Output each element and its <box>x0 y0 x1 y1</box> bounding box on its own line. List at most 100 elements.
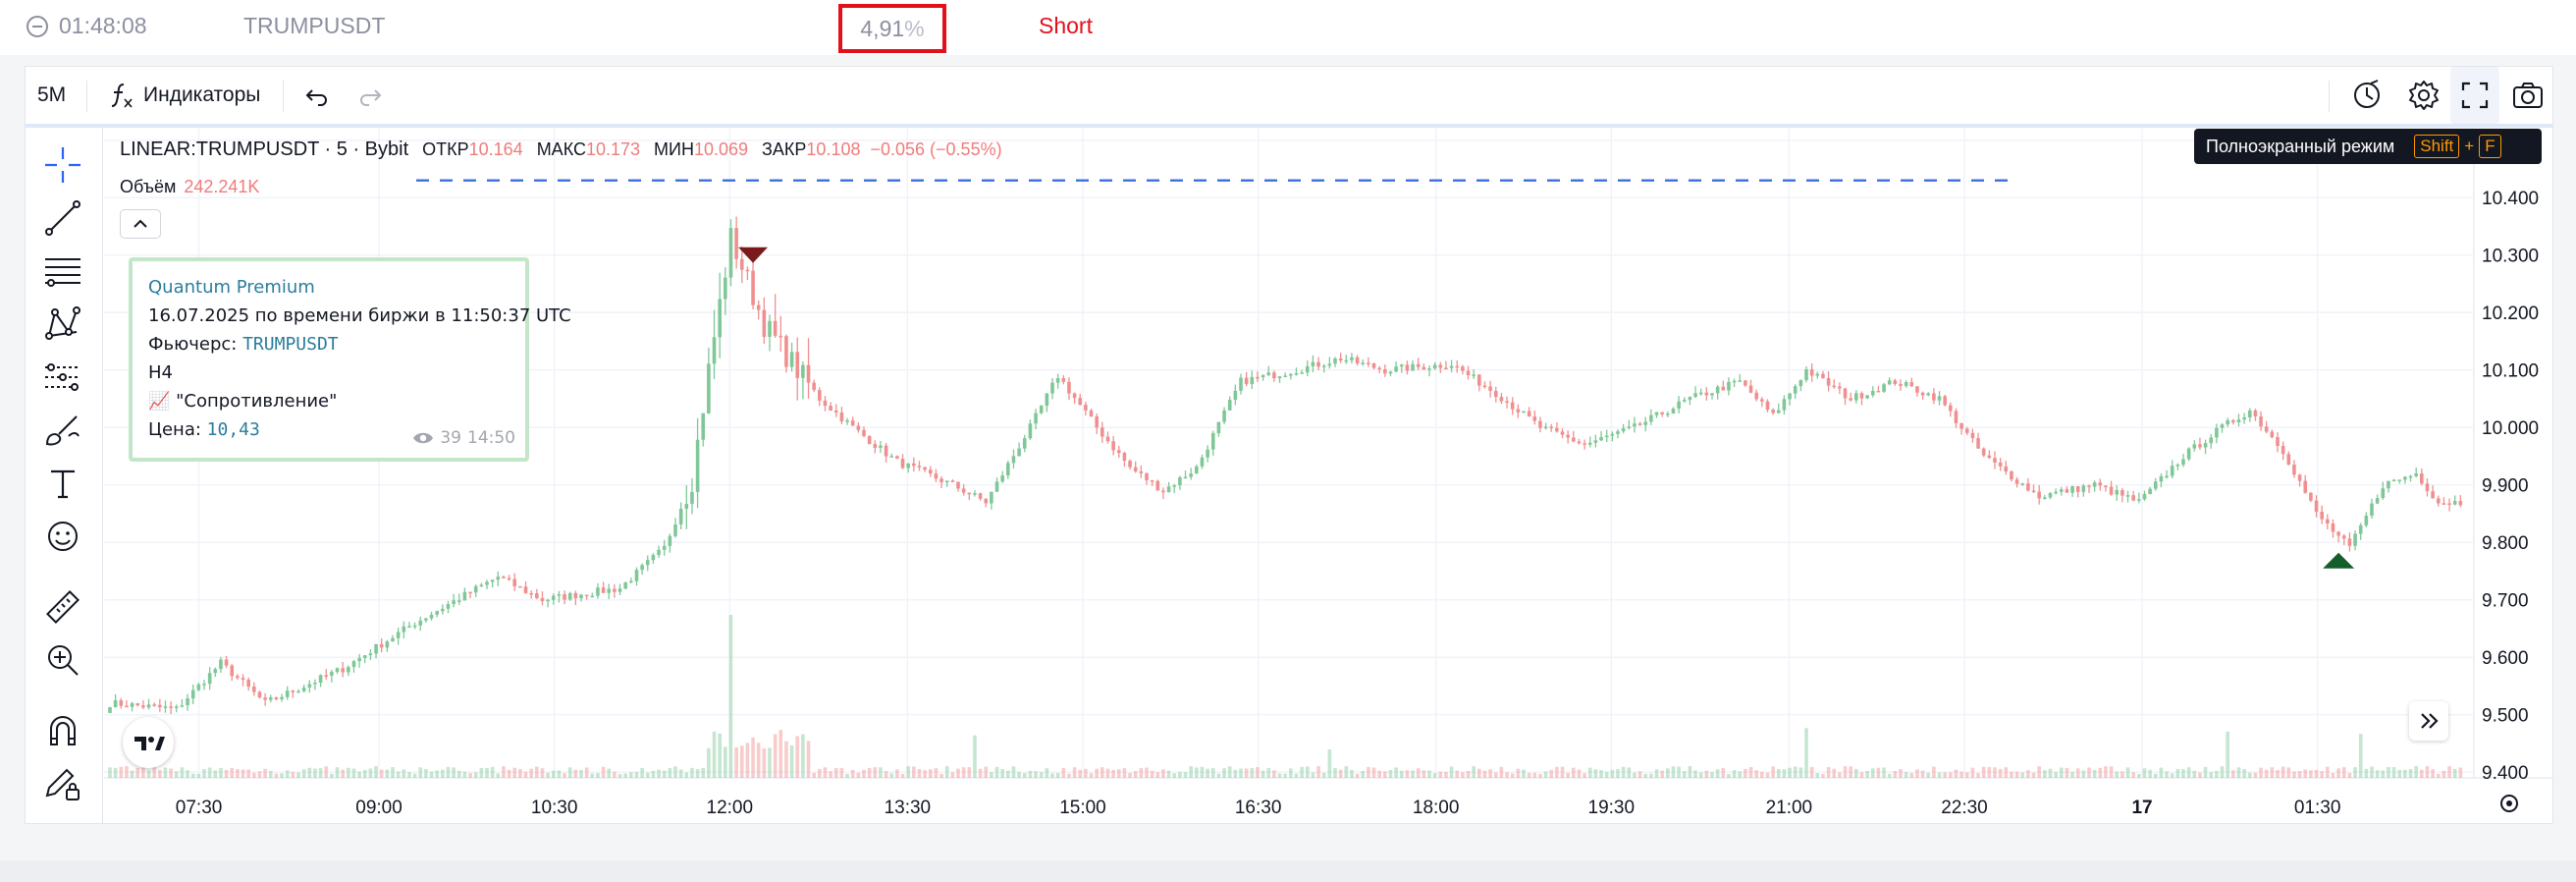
candle-body <box>1998 462 2003 467</box>
candle-body <box>1128 461 1132 468</box>
candle-body <box>330 671 334 676</box>
candle-body <box>1321 365 1326 367</box>
candle-body <box>2442 503 2446 505</box>
volume-bar <box>1095 768 1099 778</box>
replay-button[interactable] <box>2350 67 2384 124</box>
volume-bar <box>2153 773 2158 778</box>
volume-bar <box>1022 772 1027 778</box>
volume-bar <box>479 767 484 778</box>
candle-body <box>113 699 118 708</box>
volume-bar <box>1981 766 1986 778</box>
volume-bar <box>468 773 472 778</box>
scroll-to-realtime-button[interactable] <box>2409 701 2448 741</box>
price-axis: 10.50010.40010.30010.20010.10010.0009.90… <box>2482 132 2539 784</box>
candle-body <box>1532 416 1537 421</box>
volume-bar <box>236 769 240 778</box>
volume-bar <box>1583 773 1586 778</box>
time-tick-label: 10:30 <box>531 798 578 818</box>
volume-bar <box>2175 768 2180 778</box>
legend-close: 10.108 <box>806 139 861 159</box>
candle-body <box>1899 384 1903 386</box>
volume-bar <box>889 773 894 778</box>
redo-button[interactable] <box>355 67 385 124</box>
emoji-icon[interactable] <box>41 515 84 558</box>
candle-body <box>1610 433 1615 436</box>
volume-bar <box>2092 770 2097 778</box>
candle-body <box>912 463 916 467</box>
candle-body <box>1849 398 1852 401</box>
volume-bar <box>418 767 423 778</box>
volume-bar <box>1371 767 1376 778</box>
zoom-in-icon[interactable] <box>41 638 84 682</box>
candle-body <box>441 608 445 612</box>
fib-retracement-icon[interactable] <box>41 249 84 293</box>
projection-icon[interactable] <box>41 356 84 399</box>
candle-body <box>1904 382 1908 386</box>
candle-body <box>590 595 595 598</box>
ruler-icon[interactable] <box>41 585 84 629</box>
undo-button[interactable] <box>302 67 332 124</box>
candle-body <box>1854 393 1858 401</box>
volume-bar <box>1256 767 1260 778</box>
fullscreen-button[interactable] <box>2450 67 2499 124</box>
candle-body <box>1715 386 1720 394</box>
candle-body <box>1277 376 1282 379</box>
candle-body <box>2425 483 2430 492</box>
indicators-button[interactable]: Индикаторы <box>106 67 260 124</box>
candle-body <box>285 690 290 697</box>
volume-bar <box>1949 772 1953 778</box>
volume-bar <box>778 730 783 778</box>
volume-bar <box>424 769 428 778</box>
volume-bar <box>2120 771 2124 778</box>
volume-bar <box>2059 767 2064 778</box>
volume-bar <box>2270 767 2275 778</box>
candle-body <box>1161 490 1165 493</box>
candle-body <box>490 579 495 582</box>
magnet-icon[interactable] <box>41 709 84 752</box>
interval-button[interactable]: 5M <box>37 83 67 106</box>
candle-body <box>1909 382 1914 387</box>
volume-bar <box>662 770 667 778</box>
volume-bar <box>2253 772 2258 778</box>
volume-bar <box>1727 773 1731 778</box>
tradingview-logo-icon <box>134 737 165 750</box>
gear-icon <box>2409 81 2439 110</box>
volume-bar <box>2364 768 2369 778</box>
volume-bar <box>2259 767 2263 778</box>
volume-bar <box>1964 772 1969 778</box>
volume-bar <box>2408 769 2413 778</box>
candle-body <box>1488 386 1492 391</box>
volume-bar <box>895 769 899 778</box>
brush-icon[interactable] <box>41 409 84 452</box>
volume-bar <box>1084 768 1088 778</box>
candle-body <box>2065 489 2069 493</box>
symbol-legend: LINEAR:TRUMPUSDT · 5 · Bybit ОТКР10.164 МА… <box>120 138 1002 161</box>
text-icon[interactable] <box>41 462 84 505</box>
candle-body <box>629 580 633 583</box>
settings-button[interactable] <box>2407 67 2441 124</box>
volume-bar <box>1738 771 1743 778</box>
legend-collapse-button[interactable] <box>120 209 161 239</box>
volume-bar <box>1710 772 1714 778</box>
candle-body <box>1809 368 1814 376</box>
volume-bar <box>1195 767 1199 778</box>
volume-bar <box>634 772 639 778</box>
candle-body <box>2043 497 2047 499</box>
candle-body <box>1583 443 1586 445</box>
screenshot-button[interactable] <box>2511 67 2545 124</box>
pattern-icon[interactable] <box>41 303 84 346</box>
candle-body <box>2391 479 2396 482</box>
candle-body <box>1116 450 1121 454</box>
candle-body <box>1738 380 1743 382</box>
price-tick-label: 10.300 <box>2482 247 2539 267</box>
trend-line-icon[interactable] <box>41 196 84 240</box>
lock-drawing-icon[interactable] <box>41 762 84 805</box>
volume-bar <box>1815 773 1820 778</box>
volume-bar <box>230 767 235 778</box>
candle-body <box>856 425 861 430</box>
crosshair-icon[interactable] <box>41 143 84 187</box>
tradingview-logo[interactable] <box>123 717 174 768</box>
volume-bar <box>833 768 838 778</box>
candle-body <box>2148 488 2152 494</box>
